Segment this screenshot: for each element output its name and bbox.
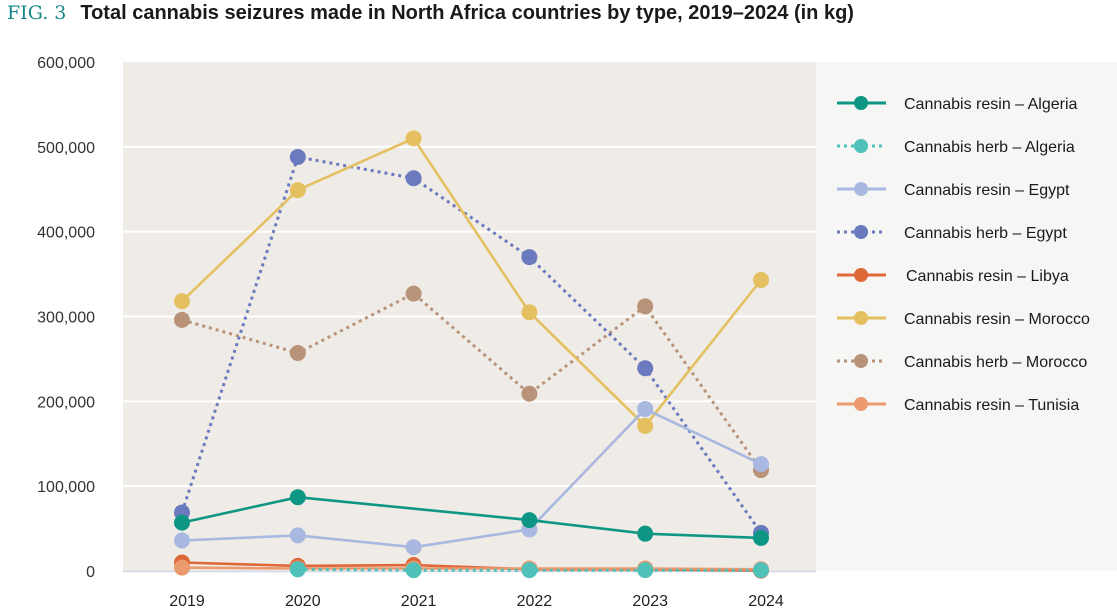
legend-marker-icon — [854, 354, 868, 368]
y-axis: 0 100,000 200,000 300,000 400,000 500,000 600,… — [37, 55, 95, 581]
data-point — [174, 293, 190, 310]
legend-label: Cannabis resin – Morocco — [904, 311, 1090, 328]
series-line — [181, 137, 763, 428]
legend-marker-icon — [854, 96, 868, 110]
data-point — [521, 512, 538, 529]
legend-marker-icon — [854, 311, 868, 325]
series-line — [181, 566, 762, 571]
data-point — [637, 400, 654, 417]
y-tick-label: 600,000 — [37, 55, 95, 72]
legend-marker-icon — [854, 268, 868, 282]
data-point — [521, 304, 538, 321]
series-line — [181, 292, 763, 471]
data-point — [521, 249, 538, 266]
series-1 — [289, 561, 769, 579]
legend-label: Cannabis resin – Tunisia — [904, 397, 1079, 414]
data-point — [289, 182, 306, 199]
data-point — [637, 562, 654, 579]
series-0 — [174, 489, 769, 546]
legend-item: Cannabis herb – Morocco — [837, 354, 1087, 371]
legend-label: Cannabis herb – Morocco — [904, 354, 1087, 371]
series-5 — [174, 130, 769, 434]
data-point — [637, 525, 654, 542]
legend-label: Cannabis herb – Egypt — [904, 225, 1067, 242]
x-tick-label: 2022 — [517, 593, 553, 610]
data-point — [405, 562, 422, 579]
data-point — [637, 417, 654, 434]
data-point — [405, 539, 422, 556]
y-tick-label: 400,000 — [37, 225, 95, 242]
y-tick-label: 500,000 — [37, 140, 95, 157]
y-tick-label: 300,000 — [37, 310, 95, 327]
series-line — [181, 407, 762, 549]
legend-item: Cannabis resin – Morocco — [837, 311, 1090, 328]
data-point — [521, 562, 538, 579]
data-point — [637, 298, 654, 315]
data-point — [289, 489, 306, 506]
legend-item: Cannabis resin – Libya — [837, 268, 1069, 285]
legend-marker-icon — [854, 182, 868, 196]
legend-label: Cannabis herb – Algeria — [904, 139, 1075, 156]
series-3 — [174, 149, 769, 541]
series-line — [180, 155, 763, 534]
data-point — [405, 130, 422, 147]
data-point — [174, 311, 190, 328]
legend-label: Cannabis resin – Libya — [906, 268, 1069, 285]
legend-item: Cannabis resin – Algeria — [837, 96, 1078, 113]
legend-item: Cannabis resin – Egypt — [837, 182, 1070, 199]
data-point — [753, 562, 769, 579]
data-point — [289, 561, 306, 578]
legend-label: Cannabis resin – Egypt — [904, 182, 1070, 199]
data-point — [637, 360, 654, 377]
data-point — [753, 529, 769, 546]
legend-marker-icon — [854, 139, 868, 153]
data-point — [174, 559, 190, 576]
x-tick-label: 2023 — [632, 593, 668, 610]
data-point — [174, 514, 190, 531]
legend: Cannabis resin – Algeria Cannabis herb – … — [837, 96, 1090, 414]
x-tick-label: 2021 — [401, 593, 437, 610]
x-tick-label: 2019 — [169, 593, 205, 610]
legend-label: Cannabis resin – Algeria — [904, 96, 1078, 113]
data-point — [405, 170, 422, 187]
y-tick-label: 100,000 — [37, 479, 95, 496]
x-tick-label: 2024 — [748, 593, 784, 610]
data-point — [753, 456, 769, 473]
figure-label: FIG. 3 — [7, 2, 67, 24]
y-tick-label: 0 — [86, 564, 95, 581]
legend-item: Cannabis herb – Egypt — [837, 225, 1067, 242]
data-point — [289, 527, 306, 544]
data-point — [289, 344, 306, 361]
legend-marker-icon — [854, 397, 868, 411]
figure-title-row: FIG. 3 Total cannabis seizures made in N… — [7, 2, 854, 32]
legend-marker-icon — [854, 225, 868, 239]
x-tick-label: 2020 — [285, 593, 321, 610]
figure-title: Total cannabis seizures made in North Af… — [80, 2, 854, 24]
data-point — [289, 149, 306, 166]
legend-item: Cannabis resin – Tunisia — [837, 397, 1079, 414]
series-2 — [174, 400, 769, 556]
data-point — [521, 385, 538, 402]
x-axis: 2019 2020 2021 2022 2023 2024 — [169, 593, 784, 610]
data-point — [405, 285, 422, 302]
legend-item: Cannabis herb – Algeria — [837, 139, 1075, 156]
series-group — [174, 130, 769, 579]
y-tick-label: 200,000 — [37, 394, 95, 411]
gridlines — [123, 145, 816, 573]
data-point — [753, 272, 769, 289]
data-point — [174, 532, 190, 549]
